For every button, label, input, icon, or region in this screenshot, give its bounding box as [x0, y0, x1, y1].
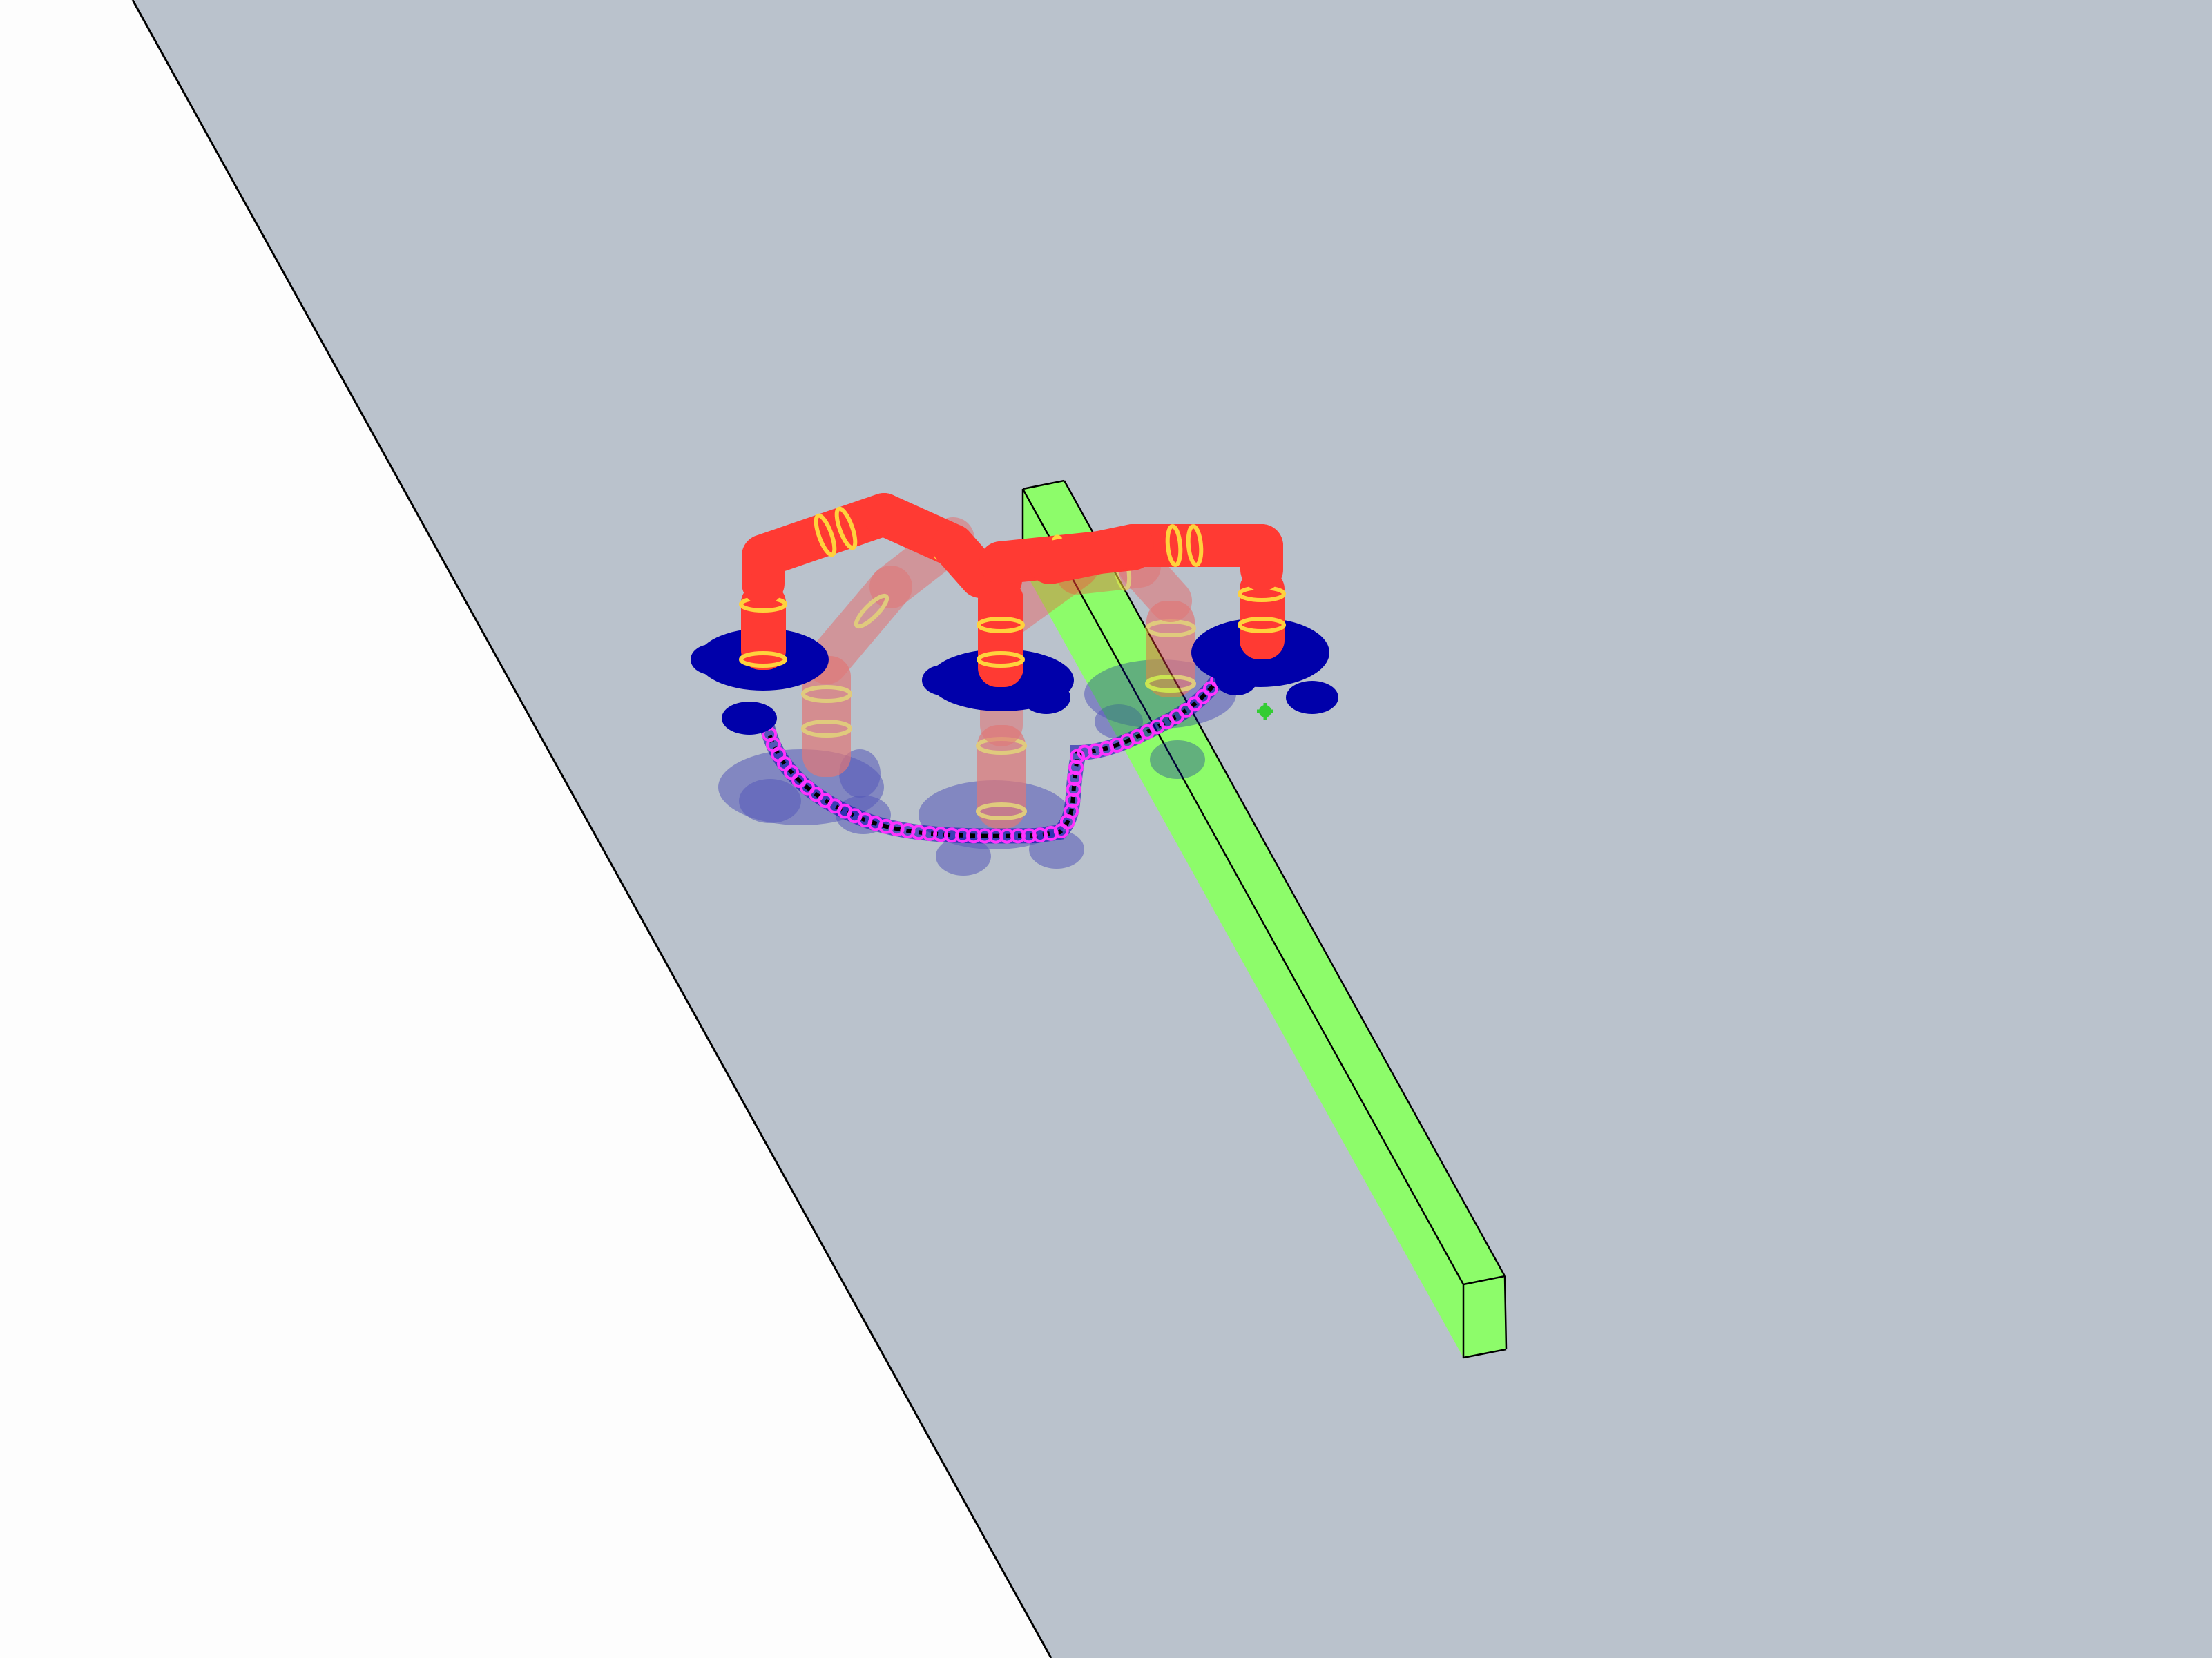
robot-pose-goal	[1028, 524, 1338, 714]
robot-pose-start	[691, 493, 1002, 735]
green-bar-obstacle	[1021, 479, 1508, 1359]
ground-plane-edge	[131, 0, 1052, 1658]
trajectory-waypoint	[1186, 696, 1202, 712]
trajectory-waypoint	[1195, 688, 1211, 704]
trajectory-waypoint	[933, 827, 949, 842]
planned-trajectory	[759, 632, 1251, 844]
goal-marker	[1257, 703, 1273, 720]
trajectory-waypoint	[784, 764, 799, 780]
